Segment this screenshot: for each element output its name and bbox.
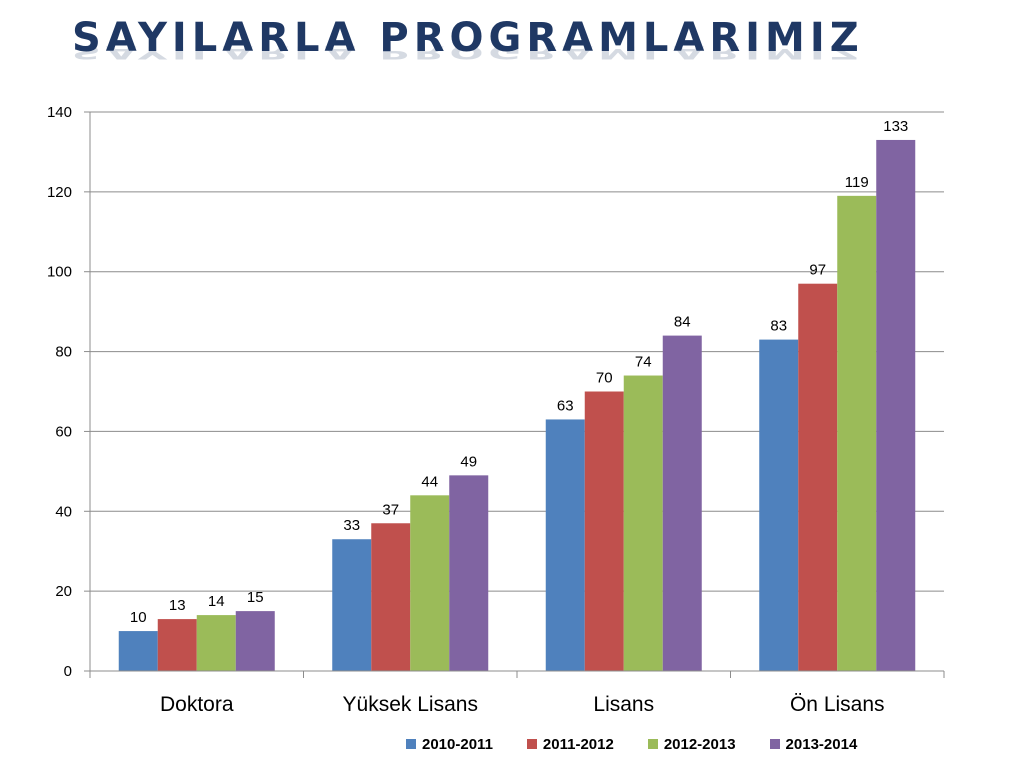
data-label: 10 <box>130 609 147 626</box>
data-label: 33 <box>343 517 360 534</box>
data-label: 14 <box>208 593 225 610</box>
bar <box>662 335 702 671</box>
y-tick-label: 140 <box>47 104 72 121</box>
legend-label: 2013-2014 <box>785 735 858 753</box>
y-tick-label: 120 <box>47 184 72 201</box>
data-label: 74 <box>635 354 652 371</box>
legend-label: 2011-2012 <box>542 735 614 753</box>
legend-item: 2012-2013 <box>647 735 736 753</box>
y-tick-label: 80 <box>55 344 72 361</box>
data-label: 63 <box>557 397 574 414</box>
data-label: 49 <box>460 453 477 470</box>
data-label: 15 <box>247 589 264 606</box>
bar <box>837 195 877 671</box>
y-tick-label: 100 <box>47 264 72 281</box>
legend-swatch <box>647 739 658 749</box>
bar <box>410 495 450 671</box>
bar <box>759 339 799 671</box>
legend-swatch <box>526 739 537 749</box>
data-labels: 10 13 14 15 33 37 44 49 63 70 74 84 83 97 119 133 <box>130 118 908 626</box>
bar <box>798 283 838 671</box>
data-label: 83 <box>770 318 787 335</box>
bar <box>584 391 624 671</box>
y-tick-label: 0 <box>64 663 72 680</box>
bar <box>196 615 236 671</box>
data-label: 37 <box>382 501 399 518</box>
bars <box>118 139 916 671</box>
data-label: 70 <box>596 370 613 387</box>
bar <box>371 523 411 671</box>
data-label: 97 <box>809 262 826 279</box>
gridlines <box>90 111 944 592</box>
bar <box>545 419 585 671</box>
legend-swatch <box>769 739 780 749</box>
data-label: 119 <box>845 174 869 191</box>
axes: 0 20 40 60 80 100 120 140 Doktora Yüksek Lisans Li… <box>47 104 945 716</box>
bar <box>623 375 663 671</box>
legend-swatch <box>406 739 416 749</box>
legend: 2010-2011 2011-2012 2012-2013 2013-2014 <box>406 734 857 754</box>
data-label: 13 <box>169 597 186 614</box>
bar <box>157 619 197 671</box>
legend-label: 2010-2011 <box>422 735 493 753</box>
legend-item: 2013-2014 <box>769 735 858 753</box>
data-label: 133 <box>883 118 908 135</box>
bar <box>118 631 158 671</box>
x-category-label: Ön Lisans <box>790 693 885 716</box>
bar <box>332 539 372 671</box>
bar <box>235 611 275 671</box>
legend-label: 2012-2013 <box>663 735 736 753</box>
bar <box>449 475 489 671</box>
x-category-label: Yüksek Lisans <box>343 693 478 716</box>
data-label: 84 <box>674 314 691 331</box>
x-category-label: Doktora <box>160 693 234 716</box>
x-category-label: Lisans <box>593 693 654 716</box>
legend-item: 2011-2012 <box>526 735 614 753</box>
legend-item: 2010-2011 <box>406 736 493 753</box>
bar <box>876 139 916 671</box>
y-tick-label: 20 <box>55 583 72 600</box>
slide-title: SAYILARLA PROGRAMLARIMIZ <box>72 15 864 61</box>
y-tick-label: 60 <box>55 423 72 440</box>
y-tick-label: 40 <box>55 503 72 520</box>
data-label: 44 <box>421 473 438 490</box>
